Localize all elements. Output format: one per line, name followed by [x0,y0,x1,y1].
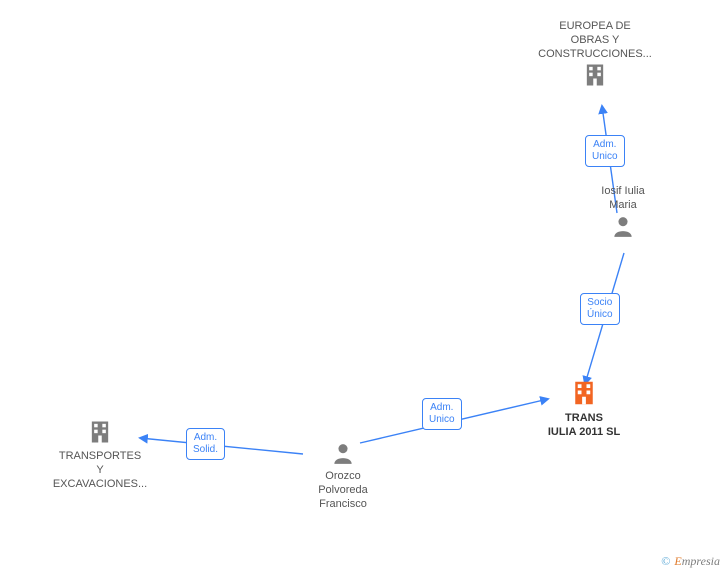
node-europea[interactable]: EUROPEA DE OBRAS Y CONSTRUCCIONES... [525,20,665,93]
node-iosif[interactable]: Iosif Iulia Maria [573,185,673,243]
building-icon [581,61,609,89]
node-europea-label: EUROPEA DE OBRAS Y CONSTRUCCIONES... [525,20,665,61]
watermark-brand-rest: mpresia [682,554,720,568]
node-transportes-label: TRANSPORTES Y EXCAVACIONES... [40,450,160,491]
copyright-icon: © [661,554,670,568]
diagram-stage: Adm. Unico Socio Único Adm. Unico Adm. S… [0,0,728,575]
watermark: © Empresia [661,554,720,569]
edge-label-adm-unico-1: Adm. Unico [585,135,625,167]
node-iosif-label: Iosif Iulia Maria [573,185,673,213]
person-icon [330,440,356,466]
node-trans-iulia[interactable]: TRANS IULIA 2011 SL [524,378,644,440]
edge-label-adm-solid: Adm. Solid. [186,428,225,460]
building-icon [569,378,599,408]
edge-label-socio-unico: Socio Único [580,293,620,325]
node-transportes[interactable]: TRANSPORTES Y EXCAVACIONES... [40,418,160,491]
node-orozco[interactable]: Orozco Polvoreda Francisco [293,440,393,511]
node-trans-iulia-label: TRANS IULIA 2011 SL [524,412,644,440]
edge-label-adm-unico-2: Adm. Unico [422,398,462,430]
person-icon [610,213,636,239]
watermark-brand-first: E [674,554,681,568]
node-orozco-label: Orozco Polvoreda Francisco [293,470,393,511]
building-icon [86,418,114,446]
